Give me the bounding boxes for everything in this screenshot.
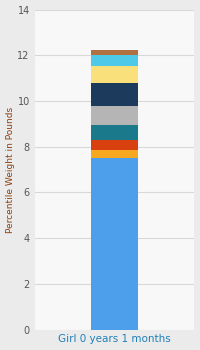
Bar xyxy=(91,83,138,106)
Bar xyxy=(91,150,138,158)
Bar xyxy=(91,50,138,55)
Bar xyxy=(91,125,138,140)
Bar xyxy=(91,55,138,65)
Bar xyxy=(91,106,138,125)
Bar xyxy=(91,140,138,150)
Bar xyxy=(91,158,138,330)
Y-axis label: Percentile Weight in Pounds: Percentile Weight in Pounds xyxy=(6,106,15,233)
Bar xyxy=(91,65,138,83)
